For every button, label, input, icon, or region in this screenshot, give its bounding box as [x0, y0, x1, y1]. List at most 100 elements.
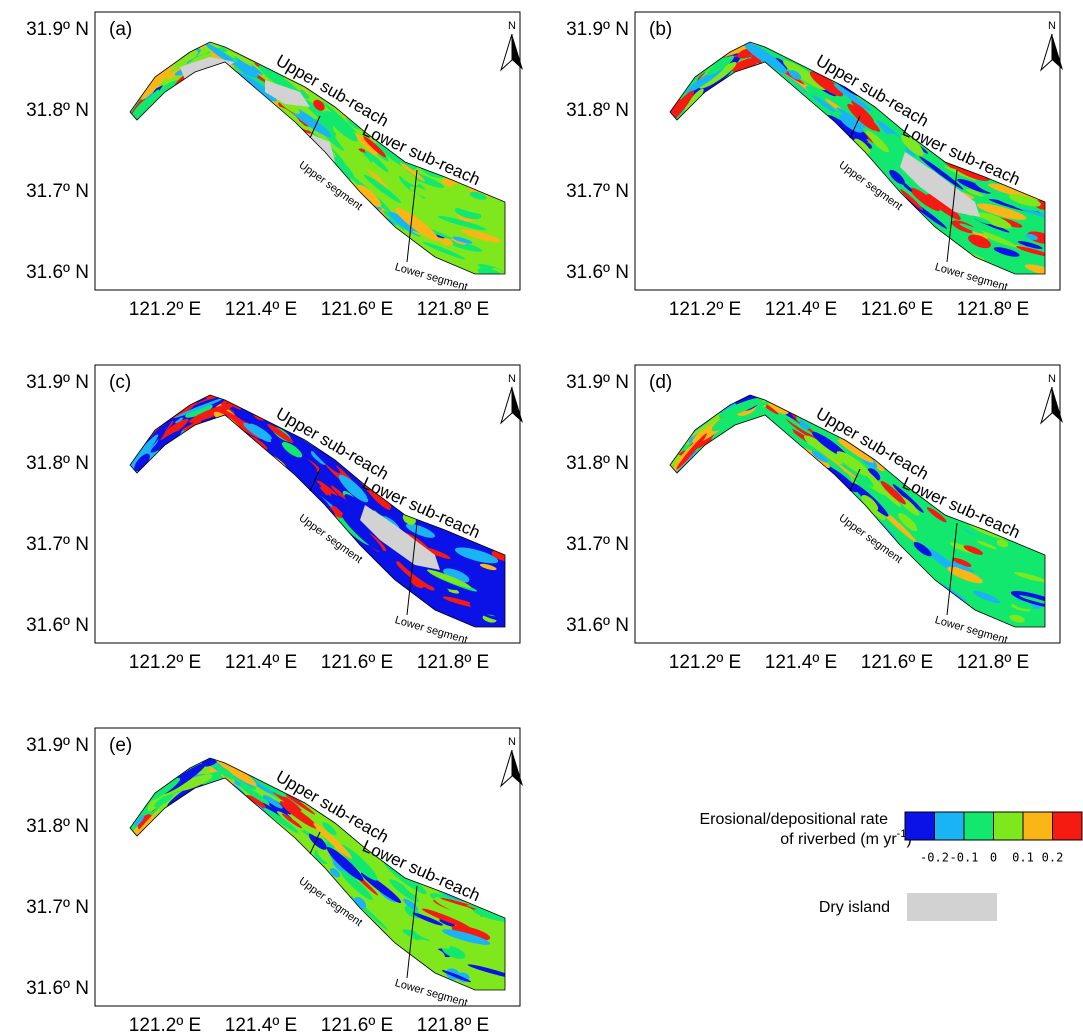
rate-patch: [854, 129, 869, 143]
rate-patch: [363, 136, 387, 158]
dry-island-swatch: [907, 893, 997, 921]
rate-patch: [303, 98, 341, 134]
rate-patch: [1019, 619, 1045, 627]
rate-patch: [1029, 563, 1045, 577]
rate-patch: [330, 493, 349, 510]
rate-patch: [971, 231, 989, 239]
rate-patch: [430, 577, 458, 591]
rate-patch: [699, 61, 737, 89]
rate-patch: [275, 450, 313, 478]
rate-patch: [477, 267, 503, 274]
rate-patch: [330, 868, 341, 878]
rate-patch: [848, 469, 888, 507]
x-tick-label: 121.2º E: [129, 299, 201, 320]
rate-patch: [134, 453, 150, 472]
legend-title: Erosional/depositional rate: [699, 811, 888, 828]
rate-patch: [388, 211, 422, 237]
rate-patch: [368, 489, 391, 510]
river: [670, 42, 1045, 274]
rate-patch: [676, 433, 707, 470]
rate-patch: [861, 495, 879, 511]
rate-patch: [833, 83, 872, 111]
rate-patch: [289, 106, 332, 138]
rate-patch: [189, 403, 235, 423]
sub-reach-divider: [849, 468, 861, 492]
rate-patch: [279, 801, 319, 829]
river-outline: [669, 41, 1046, 275]
rate-patch: [434, 897, 481, 918]
panel-label: (d): [649, 372, 672, 393]
colorbar-cell: [963, 811, 994, 841]
rate-patch: [134, 815, 145, 827]
rate-patch: [409, 186, 446, 203]
rate-patch: [422, 241, 466, 260]
x-tick-label: 121.4º E: [765, 652, 837, 673]
x-tick-label: 121.6º E: [321, 1015, 393, 1033]
rate-patch: [322, 822, 337, 836]
rate-patch: [331, 506, 344, 519]
x-tick-label: 121.4º E: [765, 299, 837, 320]
x-tick-label: 121.2º E: [129, 1015, 201, 1033]
rate-patch: [751, 402, 794, 433]
rate-patch: [731, 57, 759, 73]
north-label: N: [1048, 373, 1056, 385]
rate-patch: [400, 162, 426, 182]
colorbar-cell: [904, 811, 935, 841]
rate-patch: [957, 178, 991, 194]
rate-patch: [820, 122, 837, 136]
north-label: N: [508, 20, 516, 32]
x-tick-label: 121.8º E: [957, 652, 1029, 673]
rate-patch: [742, 42, 788, 74]
panel-label: (a): [109, 19, 132, 40]
rate-patch: [396, 561, 435, 591]
rate-patch: [364, 150, 389, 173]
rate-patch: [196, 766, 211, 775]
north-arrow: [1039, 386, 1053, 425]
rate-patch: [150, 430, 182, 453]
rate-patch: [184, 49, 199, 61]
rate-patch: [335, 134, 377, 174]
rate-patch: [1027, 231, 1045, 244]
rate-patch: [388, 932, 405, 946]
rate-patch: [338, 474, 369, 503]
y-tick-label: 31.9º N: [26, 19, 89, 40]
rate-patch: [993, 247, 1020, 257]
x-tick-label: 121.8º E: [417, 652, 489, 673]
rate-patch: [680, 88, 704, 116]
rate-patch: [1025, 233, 1038, 241]
map-frame: [94, 727, 521, 1007]
map-panel: (a) N 31.9º N 31.8º N 31.7º N 31.6º N 121.2º E…: [26, 11, 523, 320]
rate-patch: [451, 183, 470, 196]
river-outline: [129, 757, 506, 991]
rate-patch: [491, 550, 505, 561]
rate-patch: [451, 925, 491, 941]
y-tick-label: 31.8º N: [26, 816, 89, 837]
panel-label: (b): [649, 19, 672, 40]
river: [130, 758, 505, 990]
rate-patch: [1009, 194, 1041, 207]
rate-patch: [235, 61, 259, 78]
rate-patch: [824, 125, 837, 135]
rate-patch: [973, 590, 1001, 604]
rate-patch: [397, 557, 439, 589]
rate-patch: [901, 134, 924, 156]
x-tick-label: 121.6º E: [861, 299, 933, 320]
rate-patch: [281, 813, 303, 829]
x-tick-label: 121.8º E: [417, 299, 489, 320]
rate-patch: [357, 184, 382, 208]
rate-patch: [166, 66, 184, 80]
y-tick-label: 31.6º N: [26, 978, 89, 999]
rate-patch: [670, 90, 695, 130]
colorbar-cell: [1022, 811, 1053, 841]
rate-patch: [452, 236, 473, 244]
x-tick-label: 121.2º E: [669, 652, 741, 673]
rate-patch: [321, 101, 357, 134]
map-panel: (c) N 31.9º N 31.8º N 31.7º N 31.6º N 121.2º E…: [26, 364, 523, 673]
rate-patch: [185, 404, 213, 418]
rate-patch: [909, 187, 941, 212]
north-label: N: [508, 373, 516, 385]
y-tick-label: 31.9º N: [566, 372, 629, 393]
north-arrow-fill: [512, 387, 523, 423]
rate-patch: [404, 884, 423, 899]
